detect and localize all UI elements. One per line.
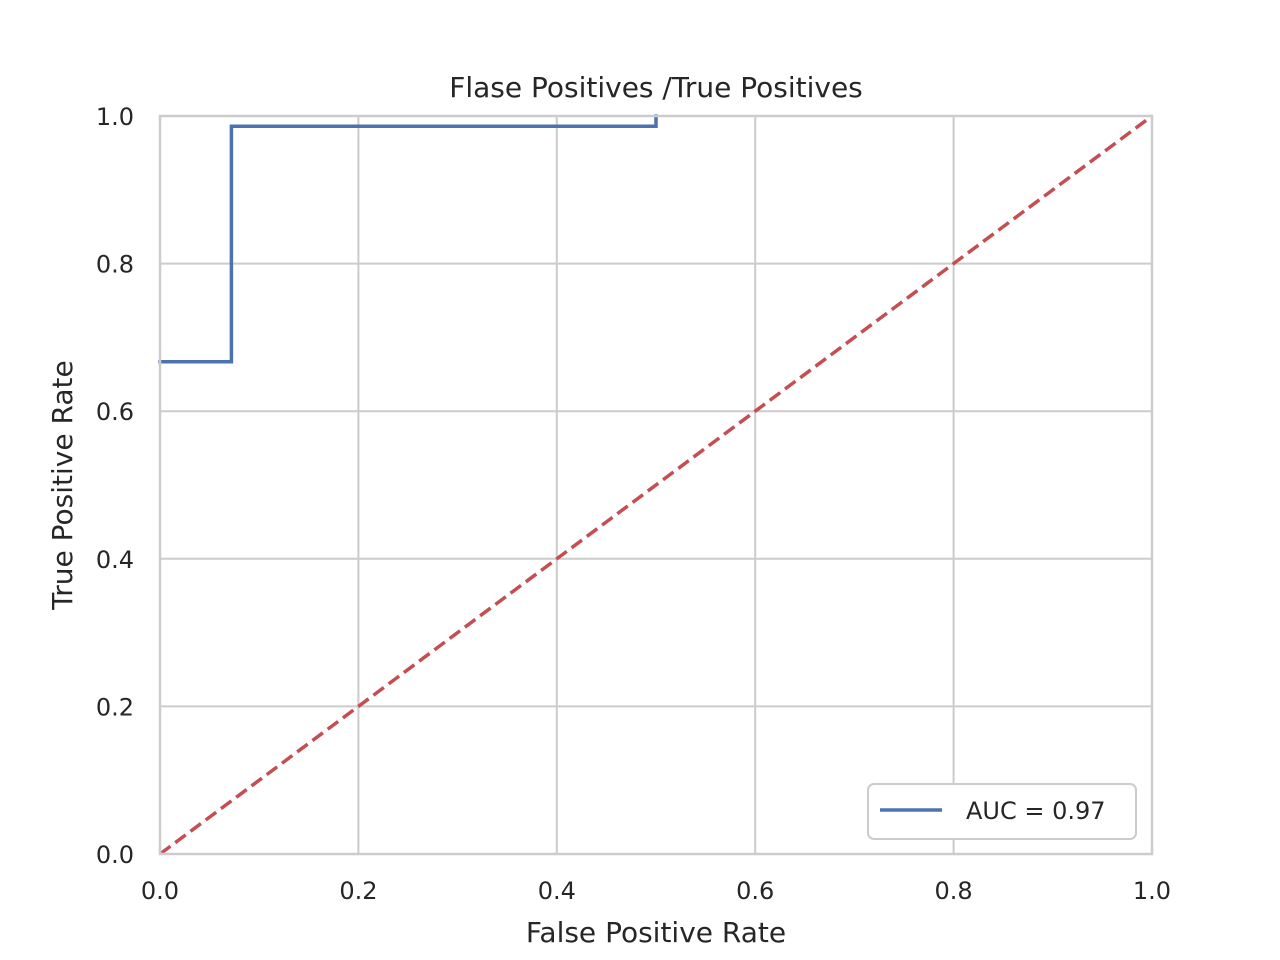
x-tick-label: 0.2 bbox=[339, 877, 377, 905]
axes-spines bbox=[158, 114, 1154, 856]
chance-diagonal-line bbox=[158, 114, 1154, 856]
y-tick-label: 0.6 bbox=[96, 398, 134, 426]
x-tick-label: 0.8 bbox=[935, 877, 973, 905]
x-axis-ticks: 0.0 0.2 0.4 0.6 0.8 1.0 bbox=[141, 877, 1171, 905]
x-tick-label: 0.6 bbox=[736, 877, 774, 905]
x-tick-label: 0.4 bbox=[538, 877, 576, 905]
legend-label: AUC = 0.97 bbox=[966, 797, 1106, 825]
y-tick-label: 1.0 bbox=[96, 103, 134, 131]
y-axis-ticks: 0.0 0.2 0.4 0.6 0.8 1.0 bbox=[96, 103, 134, 869]
axes-frame bbox=[158, 114, 1154, 856]
x-tick-label: 1.0 bbox=[1133, 877, 1171, 905]
x-tick-label: 0.0 bbox=[141, 877, 179, 905]
roc-curve-line bbox=[158, 114, 658, 364]
y-tick-label: 0.0 bbox=[96, 841, 134, 869]
grid bbox=[159, 115, 1153, 855]
y-axis-label: True Positive Rate bbox=[46, 360, 79, 610]
x-axis-label: False Positive Rate bbox=[526, 916, 786, 949]
y-tick-label: 0.2 bbox=[96, 693, 134, 721]
legend: AUC = 0.97 bbox=[867, 783, 1137, 840]
y-tick-label: 0.4 bbox=[96, 546, 134, 574]
chart-title: Flase Positives /True Positives bbox=[449, 71, 863, 104]
plot-series bbox=[158, 114, 1154, 856]
legend-box bbox=[867, 783, 1137, 840]
y-tick-label: 0.8 bbox=[96, 251, 134, 279]
